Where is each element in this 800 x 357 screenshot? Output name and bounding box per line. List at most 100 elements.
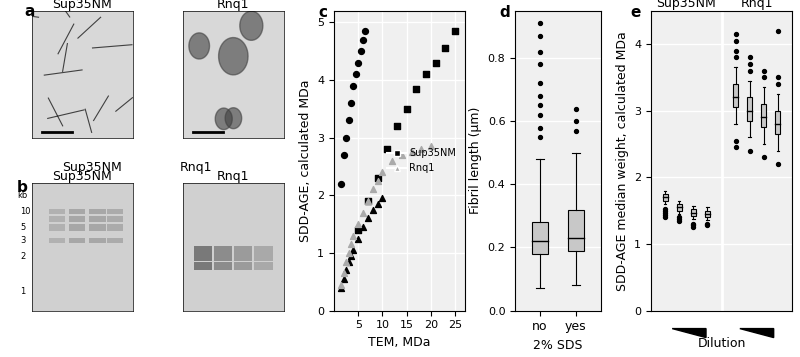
Text: Sup35NM: Sup35NM (62, 161, 122, 174)
Point (354, 48, 367, 54)
Bar (254, 246, 273, 253)
Point (534, 33, 546, 39)
Bar (194, 246, 212, 253)
Point (730, 48, 742, 54)
Polygon shape (740, 328, 774, 338)
Point (534, 112, 546, 118)
Point (771, 81, 784, 87)
Point (410, 86, 422, 91)
Bar (49, 208, 66, 213)
Point (534, 20, 546, 26)
Point (366, 187, 379, 192)
Y-axis label: SDD-AGE median weight, calculated MDa: SDD-AGE median weight, calculated MDa (616, 31, 629, 291)
Y-axis label: SDD-AGE, calculated MDa: SDD-AGE, calculated MDa (298, 79, 311, 242)
Polygon shape (215, 108, 232, 130)
Bar (234, 262, 253, 270)
Bar (214, 246, 232, 253)
Bar (49, 216, 66, 222)
Point (771, 75, 784, 80)
Point (390, 123, 403, 129)
Point (673, 216, 686, 221)
Point (730, 138, 742, 144)
Point (342, 250, 355, 256)
Point (340, 135, 353, 140)
Point (658, 208, 671, 213)
Point (570, 128, 582, 134)
Bar (254, 262, 273, 270)
Bar (662, 194, 667, 201)
Polygon shape (240, 11, 263, 40)
Point (338, 152, 350, 158)
Bar (90, 224, 106, 231)
Point (386, 158, 398, 164)
Point (400, 106, 413, 112)
Point (371, 178, 384, 184)
Point (352, 221, 365, 227)
Point (357, 210, 370, 215)
Point (352, 60, 365, 65)
Bar (568, 210, 584, 251)
Point (730, 38, 742, 44)
Point (359, 28, 372, 34)
Point (347, 233, 360, 238)
Point (743, 68, 756, 74)
Point (352, 236, 365, 241)
Point (730, 145, 742, 150)
Point (658, 210, 671, 216)
Text: c: c (318, 5, 327, 20)
Point (534, 102, 546, 108)
Text: Rnq1: Rnq1 (180, 161, 212, 174)
Legend: Sup35NM, Rnq1: Sup35NM, Rnq1 (383, 144, 460, 177)
Point (376, 195, 389, 201)
Point (340, 259, 353, 265)
Text: 10: 10 (20, 207, 30, 216)
Point (534, 93, 546, 99)
Point (771, 161, 784, 167)
Point (395, 152, 408, 158)
Bar (70, 224, 86, 231)
Point (687, 225, 700, 230)
Bar (194, 262, 212, 270)
Title: Rnq1: Rnq1 (217, 0, 250, 11)
Point (342, 259, 355, 265)
Bar (106, 238, 122, 243)
Text: Sup35NM: Sup35NM (657, 0, 716, 10)
Point (342, 117, 355, 123)
Point (357, 224, 370, 230)
Title: Sup35NM: Sup35NM (53, 170, 112, 183)
Text: 2: 2 (20, 252, 25, 261)
Point (687, 222, 700, 228)
Point (345, 100, 358, 106)
Text: d: d (500, 5, 510, 20)
Bar (747, 97, 752, 121)
Bar (691, 209, 696, 216)
Point (362, 198, 374, 204)
Point (743, 55, 756, 60)
Point (758, 155, 770, 160)
Bar (532, 222, 548, 254)
Bar (70, 238, 86, 243)
Point (534, 134, 546, 140)
Point (673, 218, 686, 223)
X-axis label: TEM, MDa: TEM, MDa (368, 336, 430, 349)
Point (673, 215, 686, 220)
Bar (70, 216, 86, 222)
Point (366, 207, 379, 212)
Point (701, 222, 714, 228)
Point (758, 68, 770, 74)
Bar (49, 238, 66, 243)
X-axis label: 2% SDS: 2% SDS (533, 339, 582, 352)
Point (405, 149, 418, 155)
Point (376, 169, 389, 175)
Text: a: a (24, 4, 34, 19)
Bar (106, 216, 122, 222)
Bar (234, 252, 253, 261)
Bar (214, 262, 232, 270)
Point (352, 227, 365, 233)
Text: 1: 1 (20, 287, 25, 296)
Polygon shape (218, 37, 248, 75)
Bar (214, 252, 232, 261)
Polygon shape (672, 328, 706, 338)
Point (335, 285, 348, 290)
Bar (775, 111, 780, 134)
